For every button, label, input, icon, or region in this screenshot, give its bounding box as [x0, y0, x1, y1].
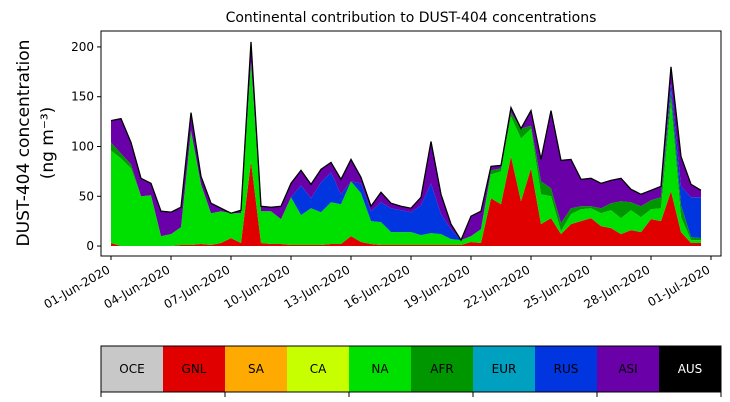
x-tick-label: 25-Jun-2020	[522, 262, 593, 311]
y-tick-label: 100	[71, 139, 94, 153]
area-asi	[111, 41, 701, 241]
area-na	[111, 61, 701, 247]
legend-label-oce: OCE	[119, 362, 144, 376]
x-tick-label: 10-Jun-2020	[222, 262, 293, 311]
legend-swatch-eur	[473, 346, 535, 392]
x-tick-label: 04-Jun-2020	[102, 262, 173, 311]
legend-label-asi: ASI	[618, 362, 637, 376]
legend-swatch-oce	[101, 346, 163, 392]
y-axis-label: DUST-404 concentration (ng m⁻³)	[14, 40, 58, 247]
legend-label-sa: SA	[248, 362, 265, 376]
x-tick-label: 13-Jun-2020	[282, 262, 353, 311]
plot-areas	[111, 41, 701, 247]
y-axis-label-line1: DUST-404 concentration	[14, 40, 34, 247]
legend-swatch-gnl	[163, 346, 225, 392]
x-tick-label: 01-Jul-2020	[645, 262, 712, 309]
y-tick-label: 200	[71, 40, 94, 54]
x-tick-label: 19-Jun-2020	[402, 262, 473, 311]
total-line	[110, 41, 702, 242]
y-tick-label: 150	[71, 90, 94, 104]
area-gnl	[111, 156, 701, 247]
x-tick-label: 16-Jun-2020	[342, 262, 413, 311]
legend-swatch-ca	[287, 346, 349, 392]
legend-colorbar: OCE GNL SA CA NA AFR EUR RUS ASI AUS	[100, 345, 722, 397]
y-tick-label: 0	[86, 239, 94, 253]
x-tick-label: 01-Jun-2020	[42, 262, 113, 311]
plot-total	[110, 41, 702, 242]
x-tick-label: 07-Jun-2020	[162, 262, 233, 311]
y-tick-label: 50	[79, 189, 94, 203]
legend-label-ca: CA	[310, 362, 327, 376]
x-tick-label: 28-Jun-2020	[582, 262, 653, 311]
y-axis-label-line2: (ng m⁻³)	[38, 107, 58, 180]
legend-swatch-asi	[597, 346, 659, 392]
axes: 0 50 100 150 200 01-Jun-202004-Jun-202007-Jun…	[42, 30, 722, 312]
legend-swatch-rus	[535, 346, 597, 392]
legend-label-na: NA	[371, 362, 389, 376]
legend-swatch-afr	[411, 346, 473, 392]
legend-frame	[100, 345, 722, 393]
legend-label-aus: AUS	[678, 362, 703, 376]
legend-label-gnl: GNL	[182, 362, 207, 376]
legend-label-afr: AFR	[430, 362, 453, 376]
legend-label-rus: RUS	[554, 362, 579, 376]
legend-swatch-na	[349, 346, 411, 392]
x-tick-label: 22-Jun-2020	[462, 262, 533, 311]
legend-swatch-sa	[225, 346, 287, 392]
legend-label-eur: EUR	[492, 362, 517, 376]
legend-swatch-aus	[659, 346, 721, 392]
chart-title: Continental contribution to DUST-404 con…	[226, 10, 597, 26]
